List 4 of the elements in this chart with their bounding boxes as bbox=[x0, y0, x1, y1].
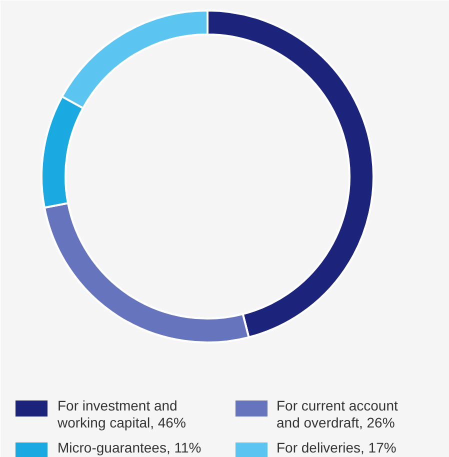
legend-label: For current account and overdraft, 26% bbox=[276, 398, 398, 430]
legend-label: Micro-guarantees, 11% bbox=[58, 440, 202, 456]
legend-label: For deliveries, 17% bbox=[276, 440, 396, 456]
legend-label: For investment and working capital, 46% bbox=[56, 398, 186, 430]
